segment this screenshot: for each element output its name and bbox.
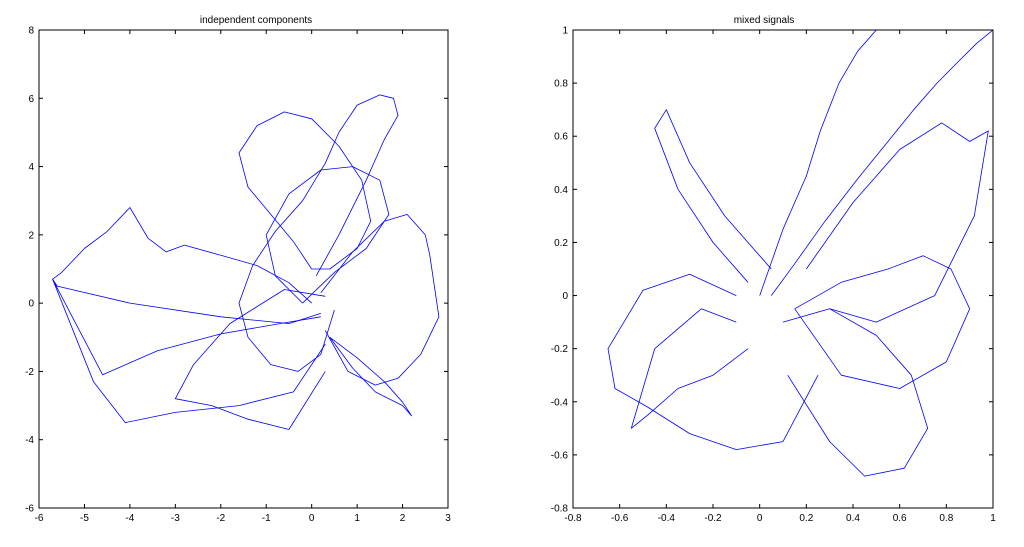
y-tick-label: -0.6 (551, 450, 569, 461)
x-tick-label: 0 (757, 513, 763, 524)
axes-frame (572, 29, 994, 509)
y-tick-label: 4 (28, 162, 34, 173)
signal-trace-7 (630, 308, 749, 429)
independent-components-chart: independent components -6 -5 -4 -3 -2 -1 0 1 2 3 -… (25, 15, 451, 524)
x-tick-label: -0.2 (704, 513, 722, 524)
y-tick-label: -0.8 (551, 504, 569, 515)
signal-trace-1 (238, 94, 399, 372)
x-tick-label: -0.6 (611, 513, 629, 524)
y-tick-label: -2 (25, 367, 34, 378)
chart-title-mixed-signals: mixed signals (734, 15, 795, 26)
trace-group (607, 30, 993, 477)
signal-trace-4 (782, 308, 929, 477)
x-tick-label: -2 (216, 513, 225, 524)
x-tick-label: -3 (171, 513, 180, 524)
x-tick-label: 0.2 (799, 513, 813, 524)
y-tick-label: -0.4 (551, 397, 569, 408)
y-tick-label: 0.4 (554, 185, 568, 196)
y-tick-label: 0 (28, 299, 34, 310)
signal-trace-3 (607, 273, 819, 450)
signal-trace-1 (770, 30, 993, 296)
y-tick-label: -6 (25, 504, 34, 515)
signal-trace-8 (265, 166, 390, 304)
signal-trace-6 (238, 111, 372, 270)
signal-trace-4 (174, 289, 326, 430)
x-tick-label: 0.4 (846, 513, 860, 524)
y-tick-label: -0.2 (551, 344, 569, 355)
x-tick-label: -1 (262, 513, 271, 524)
x-tick-label: -0.8 (564, 513, 582, 524)
mixed-signals-chart: mixed signals -0.8 -0.6 -0.4 -0.2 0 0.2 0.4 0.6… (551, 15, 996, 524)
x-tick-label: -6 (35, 513, 44, 524)
signal-trace-5 (654, 109, 772, 283)
x-tick-label: -4 (125, 513, 134, 524)
y-tick-label: 6 (28, 94, 34, 105)
y-tick-label: -4 (25, 435, 34, 446)
x-tick-label: 1 (990, 513, 996, 524)
signal-trace-3 (52, 278, 326, 423)
x-tick-label: 0.8 (939, 513, 953, 524)
y-tick-label: 0 (562, 291, 568, 302)
signal-trace-2 (52, 207, 321, 324)
signal-trace-5 (320, 214, 440, 386)
y-tick-label: 2 (28, 230, 34, 241)
x-tick-label: 3 (445, 513, 451, 524)
axes-frame (38, 29, 449, 509)
y-tick-label: 1 (562, 26, 568, 37)
x-tick-label: 0.6 (893, 513, 907, 524)
y-tick-label: 0.6 (554, 132, 568, 143)
signal-trace-7 (329, 336, 412, 417)
x-tick-label: 0 (309, 513, 315, 524)
chart-title-independent-components: independent components (200, 15, 312, 26)
signal-trace-2 (759, 30, 877, 296)
y-tick-label: 0.8 (554, 79, 568, 90)
trace-group (52, 94, 440, 430)
x-tick-label: 2 (400, 513, 406, 524)
x-tick-label: -5 (80, 513, 89, 524)
y-tick-label: 8 (28, 26, 34, 37)
signal-trace-6 (805, 122, 989, 323)
y-tick-label: 0.2 (554, 238, 568, 249)
x-tick-label: -0.4 (658, 513, 676, 524)
signal-trace-8 (794, 255, 971, 389)
x-tick-label: 1 (354, 513, 360, 524)
